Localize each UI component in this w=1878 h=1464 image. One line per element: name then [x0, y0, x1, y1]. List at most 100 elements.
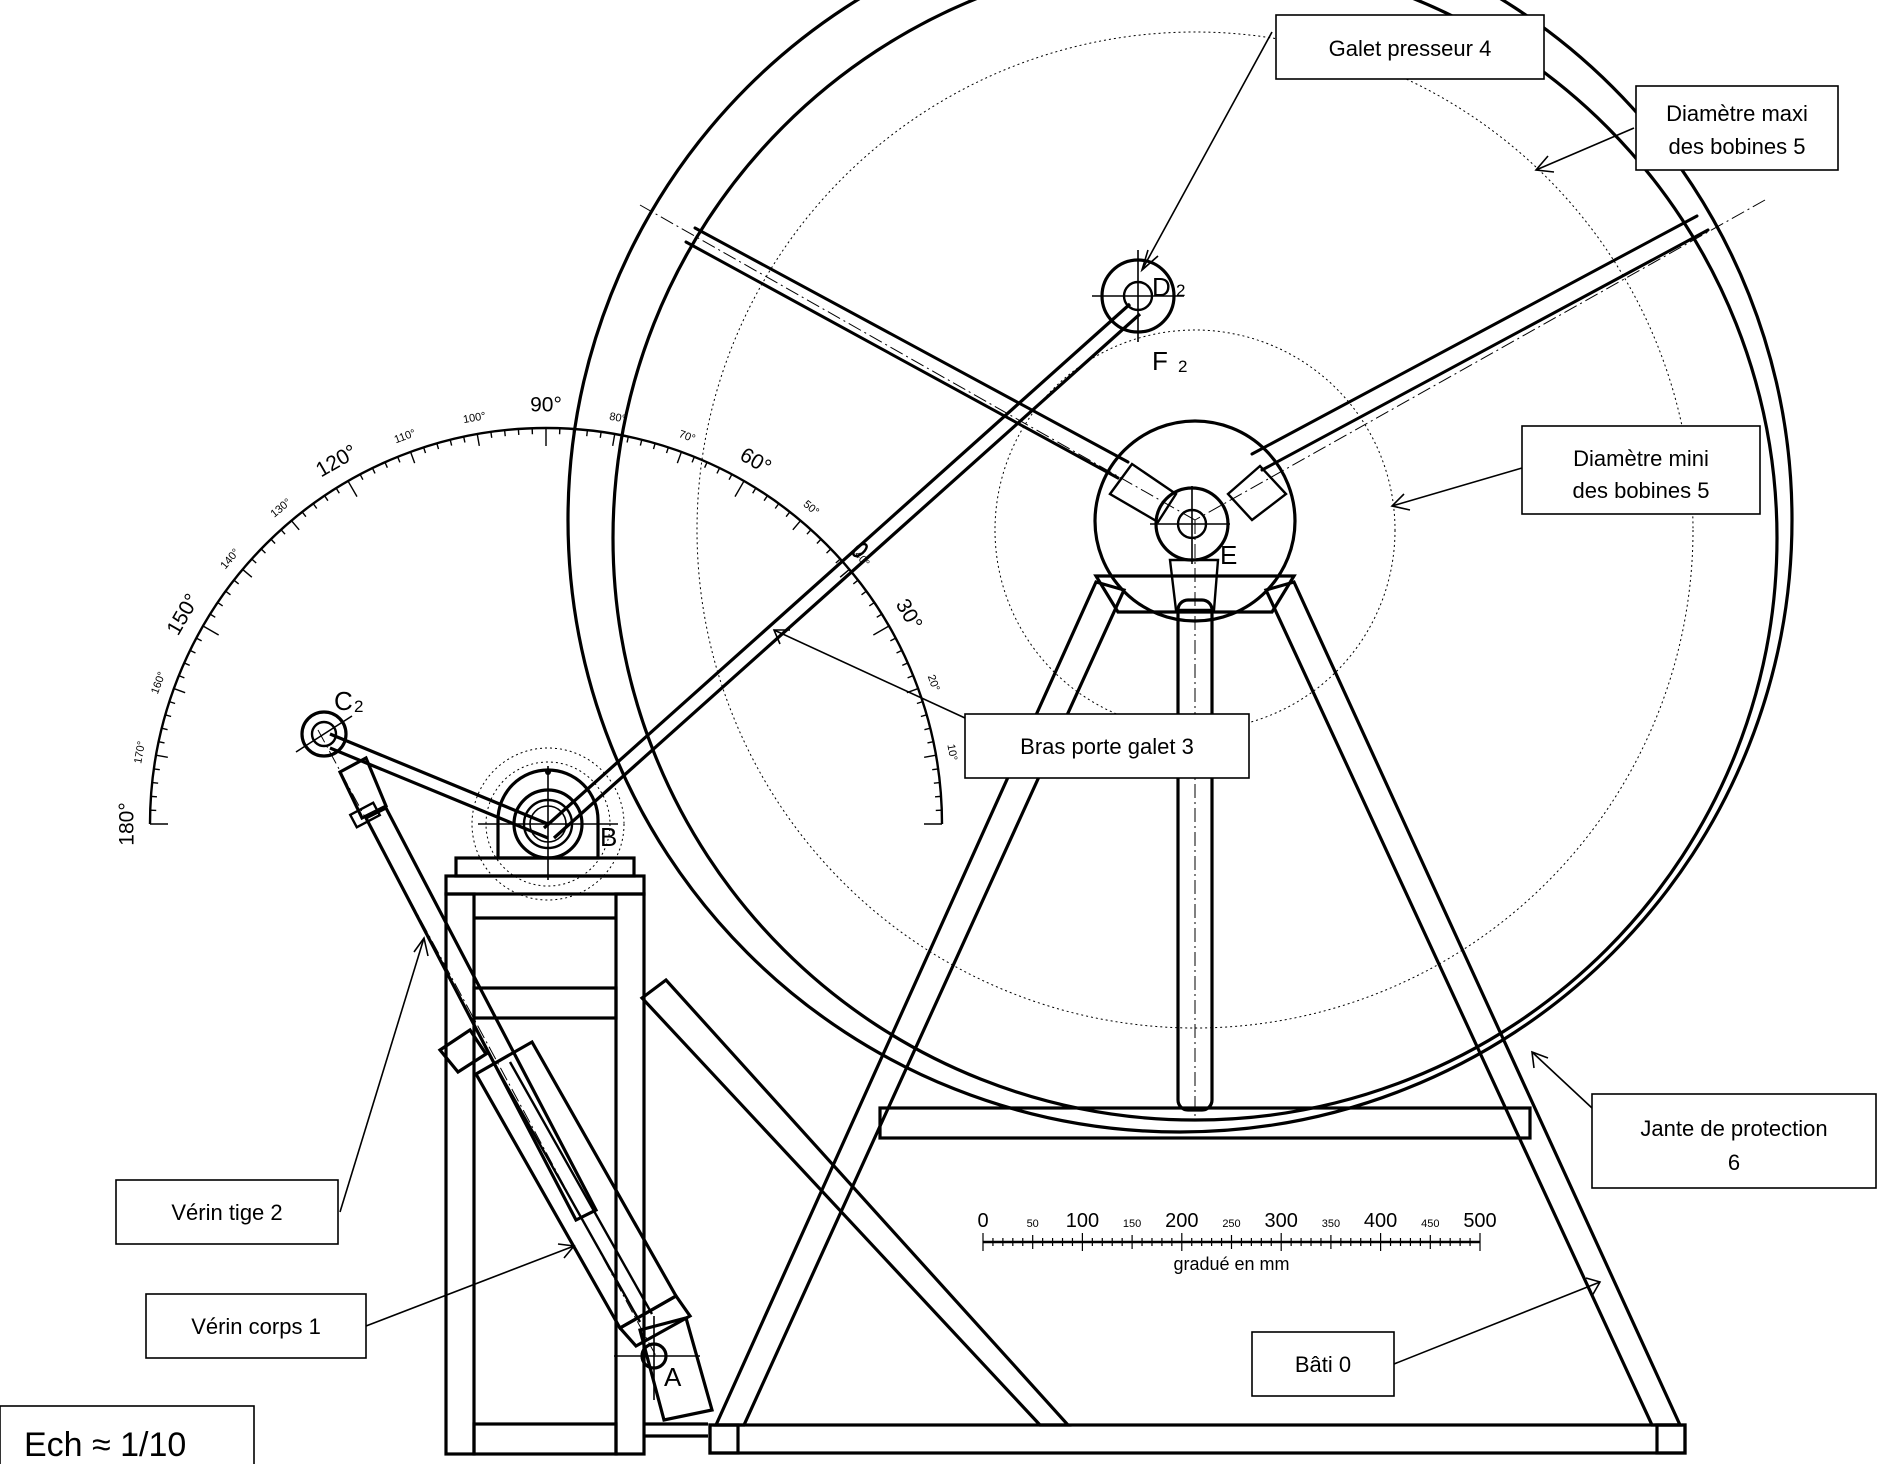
scale-label: 450	[1421, 1218, 1439, 1230]
protractor-label: 10°	[944, 743, 959, 761]
protractor-tick	[716, 467, 721, 474]
protractor-label: 50°	[801, 498, 821, 518]
scale-label: 500	[1463, 1210, 1496, 1232]
label-verin-corps-text: Vérin corps 1	[191, 1314, 321, 1339]
scale-label: 250	[1222, 1218, 1240, 1230]
protection-rim-inner	[611, 0, 1779, 1122]
protractor-tick	[359, 474, 364, 480]
protractor-tick	[158, 740, 165, 744]
protractor-tick	[152, 781, 159, 784]
label-diam-mini-line2: des bobines 5	[1573, 478, 1710, 503]
protractor-tick	[611, 433, 616, 446]
protractor-tick	[384, 461, 389, 469]
protractor-tick	[436, 443, 440, 450]
protractor-tick	[242, 568, 253, 578]
protractor-tick	[251, 558, 257, 564]
left-post	[444, 892, 476, 1456]
spoke-right	[1260, 228, 1710, 472]
protractor-label: 170°	[132, 740, 148, 765]
protractor-tick	[652, 443, 656, 450]
protractor-tick	[217, 601, 224, 607]
protractor-tick	[896, 649, 903, 654]
protractor-tick	[422, 447, 427, 454]
left-pillar-top	[444, 874, 646, 896]
protractor-tick	[924, 754, 937, 759]
protractor-label: 90°	[530, 394, 562, 417]
protractor-label: 110°	[393, 427, 418, 446]
protractor-tick	[876, 613, 883, 618]
label-jante-line1: Jante de protection	[1640, 1116, 1827, 1141]
protractor-tick	[774, 503, 780, 509]
protractor-tick	[371, 467, 376, 474]
scale-label: 150	[1123, 1218, 1141, 1230]
svg-text:2: 2	[1178, 357, 1187, 376]
label-galet: Galet presseur 4	[1275, 14, 1545, 80]
protractor-tick	[161, 727, 168, 731]
protractor-tick	[173, 687, 186, 694]
protractor-tick	[301, 511, 307, 518]
protractor-tick	[852, 579, 859, 585]
protractor-tick	[676, 451, 683, 464]
protractor-label: 180°	[116, 802, 139, 845]
label-verin-corps: Vérin corps 1	[145, 1293, 367, 1359]
right-leg	[1263, 580, 1683, 1427]
point-b: B	[600, 822, 617, 852]
protractor-tick	[703, 461, 708, 469]
protractor-tick	[734, 480, 745, 497]
svg-text:C: C	[334, 686, 353, 716]
protractor-tick	[792, 520, 802, 531]
label-verin-tige-text: Vérin tige 2	[171, 1200, 282, 1225]
protractor-tick	[752, 487, 757, 494]
scale-bar: 0 100 200 300 400 500 50 150 250 350 450 gradué en…	[977, 1210, 1496, 1274]
scale-label: 0	[977, 1210, 988, 1232]
protractor-tick	[290, 520, 300, 531]
protection-rim-outer	[566, 0, 1794, 1134]
protractor-tick	[728, 474, 733, 480]
leader-lines	[339, 31, 1635, 1365]
protractor-tick	[826, 548, 832, 554]
roller-arm	[329, 302, 1142, 840]
right-post	[614, 892, 646, 1456]
protractor-tick	[189, 649, 196, 654]
protractor-arc	[148, 426, 944, 825]
protractor-tick	[169, 700, 176, 705]
protractor-tick	[816, 538, 822, 544]
protractor-tick	[312, 503, 318, 509]
protractor-tick	[839, 568, 850, 578]
label-diam-mini: Diamètre mini des bobines 5	[1521, 425, 1761, 515]
svg-text:F: F	[1152, 346, 1168, 376]
min-reel-diameter-circle	[994, 329, 1396, 731]
protractor-tick	[183, 662, 191, 667]
protractor-label: 130°	[269, 496, 294, 520]
protractor-tick	[202, 625, 219, 636]
protractor-tick	[476, 433, 481, 446]
protractor-scale: 30°60°90°120°150°180°10°20°40°50°70°80°1…	[116, 394, 960, 846]
protractor-tick	[323, 495, 329, 502]
protractor-tick	[153, 768, 160, 771]
label-jante-line2: 6	[1728, 1150, 1740, 1175]
protractor-tick	[835, 558, 841, 564]
scale-label: 50	[1027, 1218, 1039, 1230]
label-bras: Bras porte galet 3	[964, 713, 1250, 779]
spoke-left	[684, 240, 1120, 480]
protractor-label: 80°	[608, 411, 626, 426]
protractor-tick	[785, 511, 791, 518]
protractor-tick	[763, 495, 769, 502]
protractor-tick	[861, 590, 867, 596]
label-jante: Jante de protection 6	[1591, 1093, 1877, 1189]
protractor-tick	[409, 451, 416, 464]
protractor-tick	[165, 714, 172, 718]
protractor-label: 120°	[312, 440, 361, 482]
protractor-tick	[868, 601, 875, 607]
label-galet-text: Galet presseur 4	[1329, 36, 1492, 61]
protractor-tick	[335, 487, 340, 494]
protractor-tick	[873, 625, 890, 636]
protractor-tick	[462, 436, 466, 443]
protractor-label: 160°	[149, 670, 168, 695]
protractor-tick	[178, 675, 185, 679]
protractor-label: 60°	[736, 443, 775, 479]
protractor-tick	[233, 579, 240, 585]
protractor-tick	[599, 431, 602, 438]
label-diam-maxi: Diamètre maxi des bobines 5	[1635, 85, 1839, 171]
protractor-tick	[907, 675, 914, 679]
